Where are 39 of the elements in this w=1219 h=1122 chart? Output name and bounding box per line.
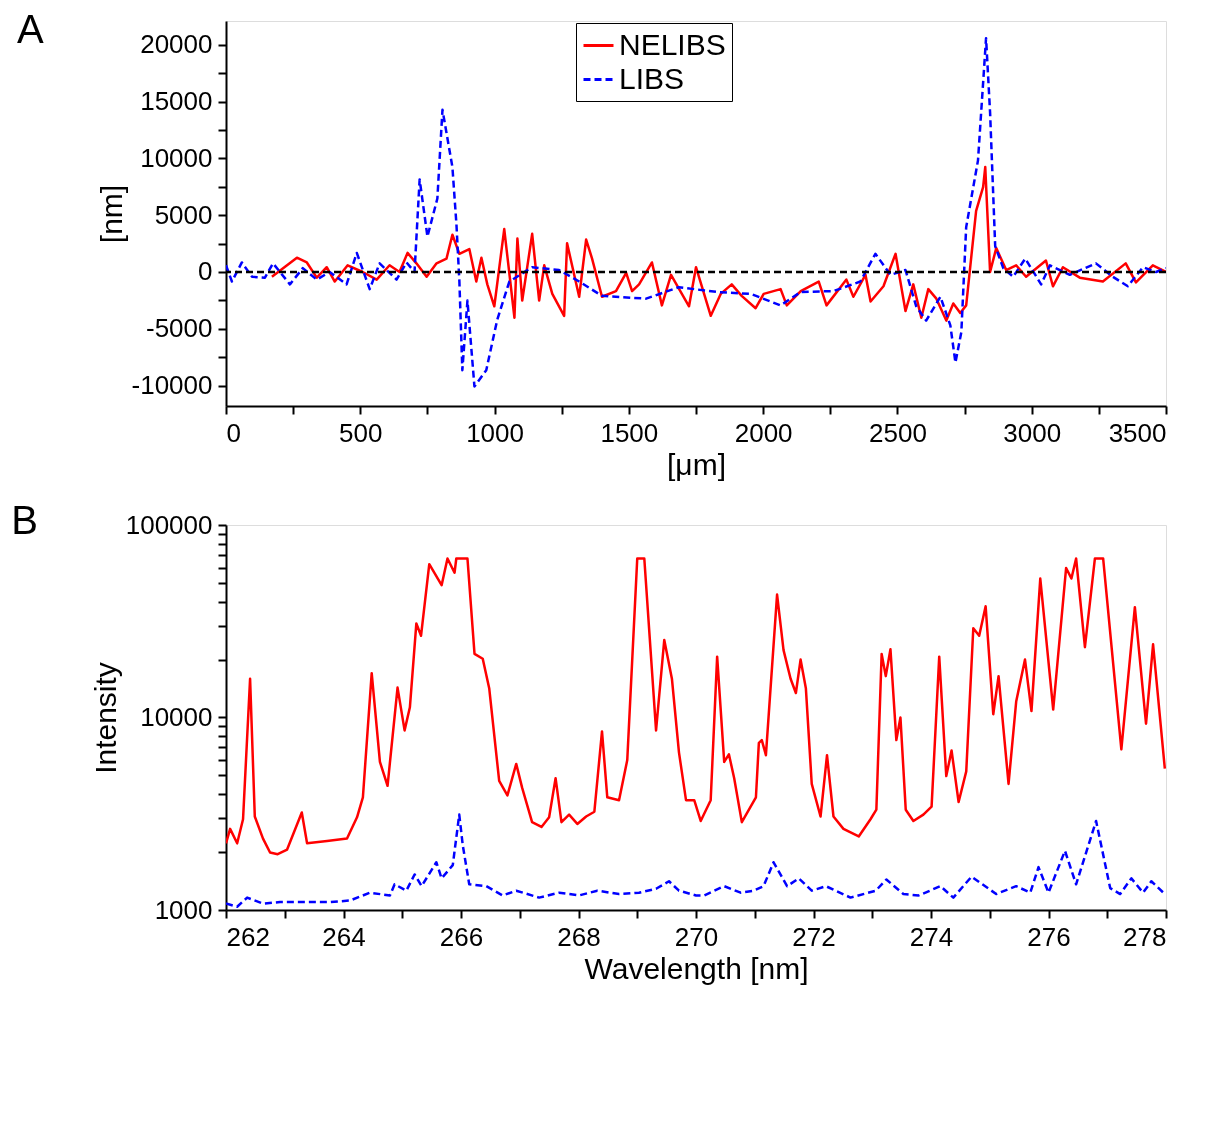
x-axis-title: [μm] xyxy=(667,447,726,481)
x-tick-label: 274 xyxy=(909,921,954,952)
legend-label: LIBS xyxy=(619,61,685,95)
x-tick-label: 3500 xyxy=(1108,417,1167,448)
x-axis-title: Wavelength [nm] xyxy=(584,951,809,985)
y-tick-label: 15000 xyxy=(140,86,213,117)
chart-title: A xyxy=(17,7,45,51)
x-tick-label: 276 xyxy=(1027,921,1071,952)
y-tick-label: 10000 xyxy=(140,702,213,732)
line-series xyxy=(226,813,1166,908)
x-tick-label: 0 xyxy=(226,417,241,448)
x-tick-label: 500 xyxy=(339,417,383,448)
x-tick-label: 262 xyxy=(226,921,270,952)
line-series xyxy=(226,557,1166,856)
x-tick-label: 3000 xyxy=(1003,417,1062,448)
x-tick-label: 2500 xyxy=(869,417,927,448)
y-tick-label: 20000 xyxy=(140,29,213,60)
y-tick-label: -10000 xyxy=(131,370,213,401)
x-tick-label: 2000 xyxy=(734,417,793,448)
y-tick-label: 0 xyxy=(198,256,213,287)
y-tick-label: 10000 xyxy=(140,142,213,173)
chart-title: B xyxy=(11,498,38,542)
y-tick-label: 1000 xyxy=(154,894,213,925)
x-tick-label: 264 xyxy=(322,921,366,952)
y-axis-title: [nm] xyxy=(94,184,128,244)
x-tick-label: 272 xyxy=(792,921,836,952)
x-tick-label: 266 xyxy=(439,921,484,952)
x-tick-label: 268 xyxy=(557,921,601,952)
x-tick-label: 278 xyxy=(1123,921,1167,952)
legend-label: NELIBS xyxy=(619,27,726,61)
y-tick-label: 5000 xyxy=(154,199,213,230)
x-tick-label: 270 xyxy=(674,921,719,952)
y-tick-label: 100000 xyxy=(125,509,213,540)
y-axis-title: Intensity xyxy=(88,662,122,774)
x-tick-label: 1500 xyxy=(600,417,659,448)
y-tick-label: -5000 xyxy=(146,313,213,344)
line-series xyxy=(226,36,1166,388)
line-series xyxy=(270,165,1166,322)
x-tick-label: 1000 xyxy=(466,417,524,448)
